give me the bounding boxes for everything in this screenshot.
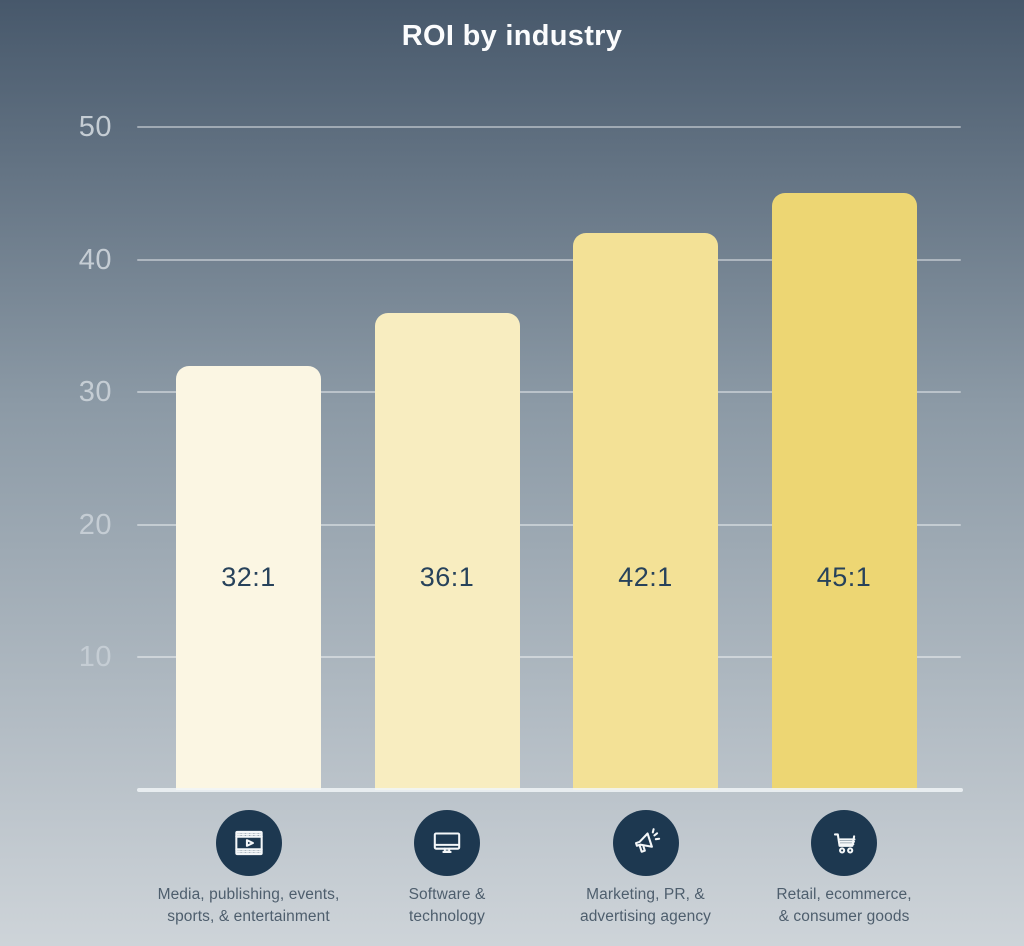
bar-value-label: 45:1 bbox=[816, 562, 872, 592]
cart-icon bbox=[811, 810, 877, 876]
y-axis-tick-label: 10 bbox=[78, 641, 112, 674]
y-axis-tick-label: 20 bbox=[78, 508, 112, 541]
bar-value-label: 32:1 bbox=[221, 562, 276, 592]
x-axis-baseline bbox=[137, 788, 963, 792]
bar bbox=[176, 365, 321, 790]
chart-title: ROI by industry bbox=[401, 20, 623, 52]
bar bbox=[771, 193, 917, 790]
category-label: Media, publishing, events, sports, & ent… bbox=[157, 886, 340, 925]
bar-value-label: 36:1 bbox=[419, 562, 475, 592]
monitor-icon bbox=[414, 810, 480, 876]
film-icon bbox=[215, 810, 282, 876]
category-label: Retail, ecommerce, & consumer goods bbox=[776, 886, 912, 925]
category-label: Software & technology bbox=[408, 886, 486, 925]
gridline bbox=[137, 126, 961, 128]
gridline bbox=[137, 656, 961, 659]
y-axis-tick-label: 30 bbox=[78, 376, 112, 409]
gridline bbox=[137, 391, 961, 394]
bar bbox=[573, 233, 718, 790]
y-axis-tick-label: 40 bbox=[78, 243, 112, 276]
bar bbox=[374, 312, 520, 790]
y-axis-tick-label: 50 bbox=[78, 111, 112, 143]
megaphone-icon bbox=[612, 810, 679, 876]
bar-value-label: 42:1 bbox=[618, 562, 673, 592]
gridline bbox=[137, 258, 961, 261]
category-label: Marketing, PR, & advertising agency bbox=[579, 886, 712, 925]
gridline bbox=[137, 523, 961, 526]
